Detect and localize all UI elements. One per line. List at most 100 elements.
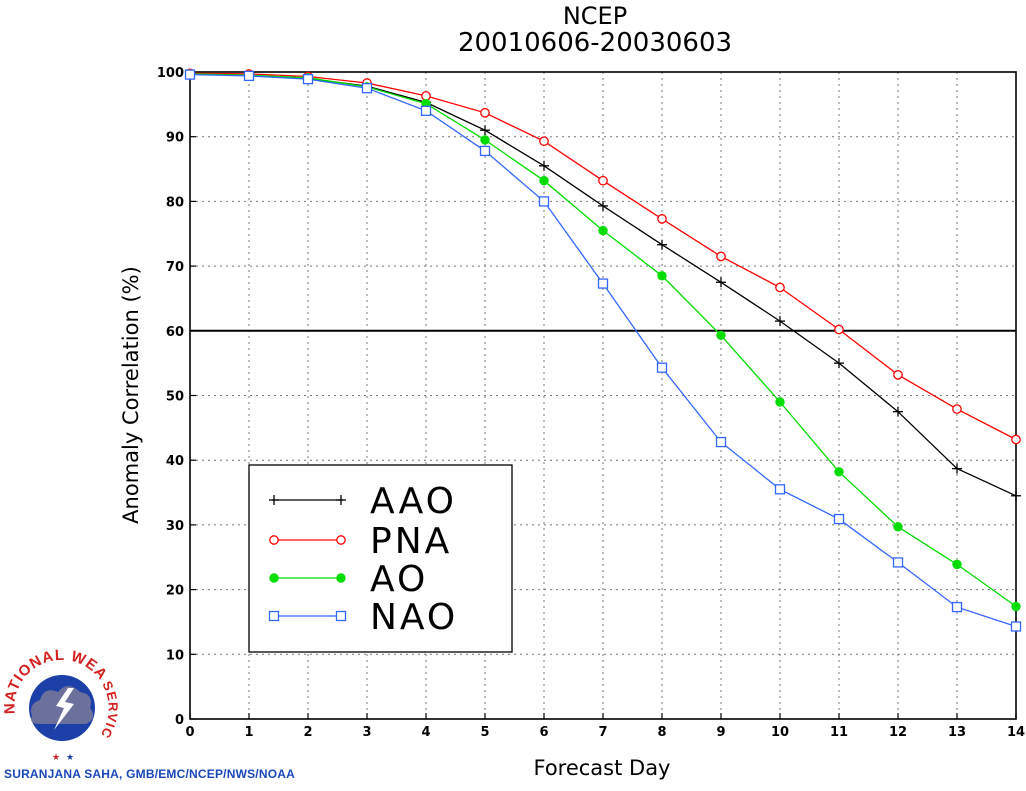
y-tick-label: 100 bbox=[157, 66, 184, 81]
chart-subtitle: 20010606-20030603 bbox=[457, 28, 733, 58]
series-ao-point bbox=[716, 330, 726, 341]
series-ao-point bbox=[775, 397, 785, 407]
series-aao-point bbox=[539, 160, 549, 171]
x-axis-label: Forecast Day bbox=[533, 756, 670, 780]
legend-marker-nao bbox=[335, 610, 347, 622]
series-nao-point bbox=[774, 484, 786, 495]
series-aao-point bbox=[657, 239, 667, 250]
series-pna-point bbox=[598, 175, 608, 186]
legend-label-aao: AAO bbox=[370, 481, 457, 522]
x-tick-label: 14 bbox=[1007, 725, 1025, 740]
series-nao-point bbox=[479, 145, 491, 157]
series-nao-point bbox=[1010, 621, 1022, 632]
series-nao-point bbox=[538, 196, 550, 207]
legend-marker-aao bbox=[269, 495, 279, 505]
logo-star-left: ★ bbox=[52, 753, 60, 763]
y-tick-label: 20 bbox=[166, 584, 184, 599]
series-aao-point bbox=[1011, 490, 1021, 501]
series-aao-point bbox=[716, 277, 726, 288]
series-pna-point bbox=[893, 369, 903, 380]
series-ao-point bbox=[480, 135, 490, 145]
y-tick-label: 50 bbox=[166, 390, 184, 405]
series-pna bbox=[185, 68, 1021, 445]
x-tick-label: 11 bbox=[830, 725, 848, 740]
axis-ticks: 0 1 2 3 4 5 6 7 8 9 10 11 12 13 1401020304050607080901… bbox=[157, 66, 1025, 740]
series-nao-point bbox=[951, 601, 963, 613]
series-nao-point bbox=[361, 83, 373, 94]
x-tick-label: 6 bbox=[539, 725, 548, 740]
series-nao-point bbox=[302, 73, 314, 85]
y-tick-label: 0 bbox=[175, 713, 184, 728]
x-tick-label: 8 bbox=[657, 725, 666, 740]
logo-star-right: ★ bbox=[66, 753, 74, 763]
y-tick-label: 90 bbox=[166, 131, 184, 146]
series-pna-point bbox=[1011, 434, 1021, 445]
legend-item-pna: PNA bbox=[269, 521, 452, 562]
series-nao bbox=[184, 69, 1022, 632]
series-ao-point bbox=[1011, 601, 1021, 612]
x-tick-label: 2 bbox=[303, 725, 312, 740]
series-pna-point bbox=[657, 214, 667, 224]
series-pna-point bbox=[480, 107, 490, 118]
legend-marker-ao bbox=[269, 573, 279, 583]
series-pna-point bbox=[539, 136, 549, 147]
x-tick-label: 13 bbox=[948, 725, 966, 740]
legend-label-nao: NAO bbox=[370, 597, 458, 638]
series-nao-point bbox=[656, 362, 668, 373]
y-axis-label: Anomaly Correlation (%) bbox=[119, 266, 143, 524]
series-lines bbox=[184, 68, 1022, 632]
series-ao-point bbox=[598, 225, 608, 236]
x-tick-label: 0 bbox=[185, 725, 194, 740]
series-aao-point bbox=[893, 406, 903, 417]
series-aao-point bbox=[480, 125, 490, 136]
chart-title: NCEP bbox=[562, 2, 628, 30]
legend-marker-aao bbox=[336, 495, 346, 505]
legend-marker-nao bbox=[268, 610, 280, 622]
series-nao-point bbox=[833, 513, 845, 525]
series-nao-point bbox=[243, 70, 255, 82]
x-tick-label: 10 bbox=[771, 725, 789, 740]
x-tick-label: 5 bbox=[480, 725, 489, 740]
series-aao-point bbox=[775, 316, 785, 327]
series-pna-point bbox=[834, 324, 844, 335]
nws-logo: NATIONAL WEATHER SERVICE ★ ★ bbox=[1, 647, 120, 766]
x-tick-label: 1 bbox=[244, 725, 253, 740]
series-nao-point bbox=[715, 436, 727, 448]
logo-lightning bbox=[54, 688, 74, 730]
x-tick-label: 4 bbox=[421, 725, 430, 740]
series-pna-point bbox=[952, 404, 962, 414]
series-nao-point bbox=[597, 278, 609, 289]
series-ao-point bbox=[952, 559, 962, 570]
series-ao-point bbox=[657, 271, 667, 281]
series-nao-point bbox=[184, 69, 196, 80]
series-nao-point bbox=[420, 105, 432, 116]
y-tick-label: 60 bbox=[166, 325, 184, 340]
x-tick-label: 12 bbox=[889, 725, 907, 740]
series-pna-point bbox=[716, 251, 726, 262]
x-tick-label: 7 bbox=[598, 725, 607, 740]
legend-label-pna: PNA bbox=[370, 521, 452, 562]
series-nao-point bbox=[892, 557, 904, 568]
y-tick-label: 10 bbox=[166, 648, 184, 663]
series-aao-point bbox=[952, 463, 962, 474]
series-aao-point bbox=[834, 358, 844, 369]
x-tick-label: 3 bbox=[362, 725, 371, 740]
series-aao-point bbox=[598, 200, 608, 211]
legend-box bbox=[248, 464, 513, 653]
y-tick-label: 70 bbox=[166, 260, 184, 275]
y-tick-label: 40 bbox=[166, 454, 184, 469]
author-credit: SURANJANA SAHA, GMB/EMC/NCEP/NWS/NOAA bbox=[4, 767, 295, 781]
legend-item-ao: AO bbox=[269, 559, 428, 600]
legend-item-aao: AAO bbox=[269, 481, 457, 522]
series-pna-point bbox=[421, 91, 431, 101]
y-tick-label: 80 bbox=[166, 195, 184, 210]
series-ao-point bbox=[893, 522, 903, 532]
series-ao-point bbox=[834, 467, 844, 477]
legend-marker-pna bbox=[269, 535, 279, 545]
legend-marker-ao bbox=[336, 573, 346, 583]
legend-item-nao: NAO bbox=[268, 597, 458, 638]
legend-label-ao: AO bbox=[370, 559, 428, 600]
series-ao-point bbox=[539, 175, 549, 186]
